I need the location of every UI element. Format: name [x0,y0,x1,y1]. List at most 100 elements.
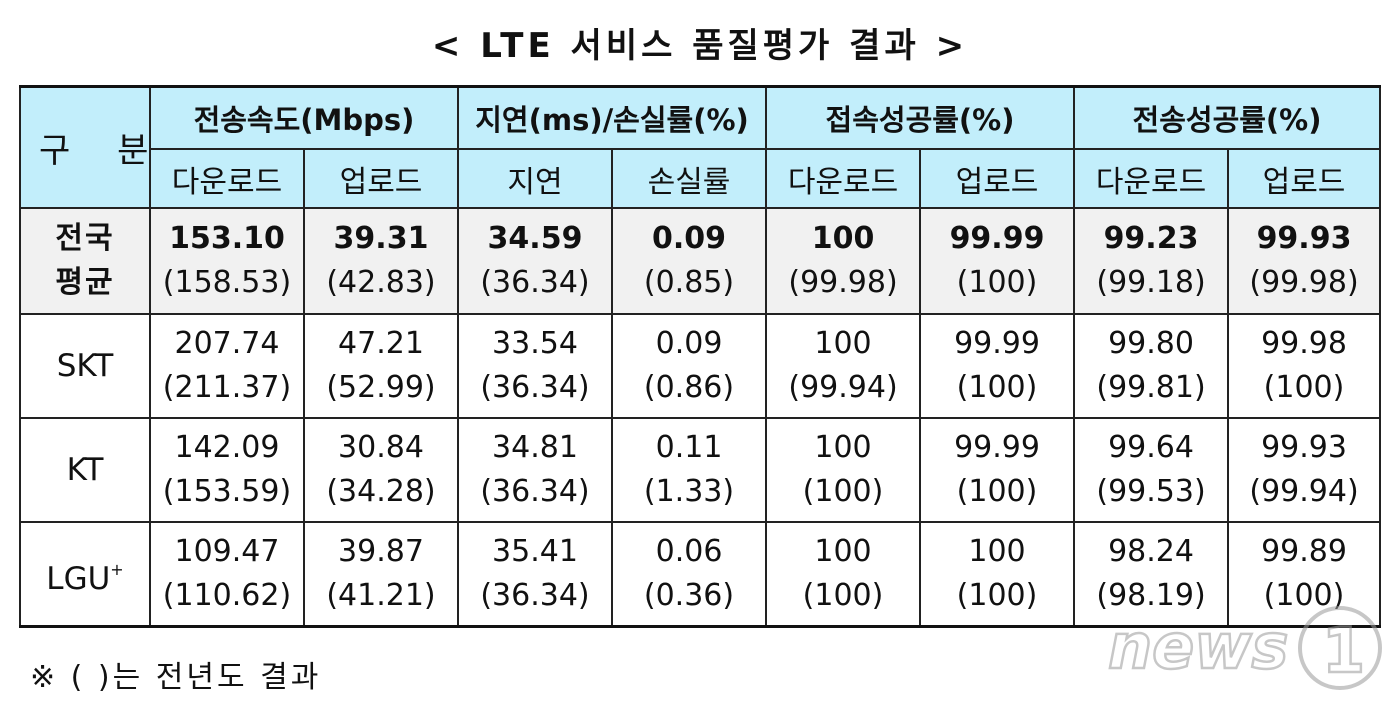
current-value: 100 [811,221,875,256]
data-cell: 99.89 (100) [1227,521,1382,628]
data-cell: 33.54 (36.34) [457,313,613,419]
header-sub: 다운로드 [1073,148,1230,209]
current-value: 100 [968,534,1026,569]
current-value: 30.84 [338,430,424,465]
header-sub: 다운로드 [149,148,305,209]
table-row: SKT 207.74 (211.37) 47.21 (52.99) 33.54 (36… [19,313,1382,419]
header-group-latency: 지연(ms)/손실률(%) [456,85,768,150]
previous-value: (42.83) [326,265,436,300]
data-cell: 34.81 (36.34) [457,417,613,523]
current-value: 100 [814,534,872,569]
current-value: 142.09 [174,430,280,465]
header-group-connect: 접속성공률(%) [765,85,1076,150]
data-cell: 35.41 (36.34) [457,521,613,628]
previous-value: (158.53) [162,265,292,300]
data-cell: 34.59 (36.34) [457,207,613,315]
previous-value: (100) [956,265,1038,300]
data-cell: 0.09 (0.85) [610,207,768,315]
previous-value: (100) [956,578,1038,613]
previous-value: (41.21) [326,578,436,613]
current-value: 34.81 [492,430,578,465]
row-label-superscript: + [110,559,124,579]
data-cell: 39.31 (42.83) [303,207,459,315]
row-label: 전국 평균 [19,207,151,315]
row-label-line: 평균 [55,265,115,300]
row-label: KT [19,417,151,523]
previous-value: (100) [956,474,1038,509]
previous-value: (99.81) [1096,370,1206,405]
data-cell: 100 (99.94) [765,313,922,419]
data-cell: 98.24 (98.19) [1073,521,1230,628]
current-value: 0.06 [655,534,723,569]
current-value: 109.47 [174,534,280,569]
current-value: 99.93 [1256,221,1352,256]
current-value: 0.09 [655,326,723,361]
data-cell: 47.21 (52.99) [303,313,459,419]
current-value: 99.80 [1108,326,1194,361]
previous-value: (110.62) [162,578,292,613]
data-cell: 207.74 (211.37) [149,313,305,419]
data-cell: 100 (100) [765,417,922,523]
svg-text:news: news [1108,610,1288,683]
news1-logo-icon: news 1 [1107,606,1382,690]
current-value: 99.89 [1261,534,1347,569]
data-cell: 0.11 (1.33) [610,417,768,523]
data-cell: 0.06 (0.36) [610,521,768,628]
header-sub: 지연 [457,148,613,209]
row-label-line: 전국 [55,221,115,256]
current-value: 0.11 [655,430,723,465]
current-value: 99.99 [954,326,1040,361]
header-sub: 업로드 [919,148,1076,209]
previous-value: (99.98) [788,265,898,300]
header-sub: 업로드 [303,148,459,209]
data-cell: 99.93 (99.98) [1227,207,1382,315]
current-value: 99.99 [949,221,1045,256]
data-cell: 99.23 (99.18) [1073,207,1230,315]
table-row: 전국 평균 153.10 (158.53) 39.31 (42.83) 34.59 (… [19,207,1382,315]
data-cell: 99.98 (100) [1227,313,1382,419]
data-cell: 142.09 (153.59) [149,417,305,523]
header-sub: 업로드 [1227,148,1382,209]
previous-value: (100) [802,474,884,509]
current-value: 39.31 [333,221,429,256]
current-value: 100 [814,430,872,465]
previous-value: (0.86) [643,370,735,405]
header-group-transfer: 전송성공률(%) [1073,85,1382,150]
header-group-speed: 전송속도(Mbps) [149,85,459,150]
current-value: 99.93 [1261,430,1347,465]
current-value: 99.23 [1103,221,1199,256]
data-cell: 99.99 (100) [919,417,1076,523]
table-row: KT 142.09 (153.59) 30.84 (34.28) 34.81 (36.… [19,417,1382,523]
previous-value: (100) [1263,370,1345,405]
data-cell: 109.47 (110.62) [149,521,305,628]
previous-value: (98.19) [1096,578,1206,613]
current-value: 99.64 [1108,430,1194,465]
previous-value: (34.28) [326,474,436,509]
current-value: 100 [814,326,872,361]
previous-value: (99.98) [1249,265,1359,300]
previous-value: (36.34) [480,370,590,405]
previous-value: (100) [802,578,884,613]
previous-value: (153.59) [162,474,292,509]
data-cell: 99.80 (99.81) [1073,313,1230,419]
previous-value: (36.34) [480,265,590,300]
row-label: SKT [19,313,151,419]
previous-value: (52.99) [326,370,436,405]
data-cell: 39.87 (41.21) [303,521,459,628]
row-label-text: LGU [46,560,111,597]
previous-value: (211.37) [162,370,292,405]
current-value: 34.59 [487,221,583,256]
previous-value: (0.36) [643,578,735,613]
data-cell: 30.84 (34.28) [303,417,459,523]
table-row: LGU+ 109.47 (110.62) 39.87 (41.21) 35.41 (3… [19,521,1382,628]
previous-value: (99.94) [1249,474,1359,509]
previous-value: (36.34) [480,474,590,509]
data-cell: 99.64 (99.53) [1073,417,1230,523]
data-cell: 100 (100) [765,521,922,628]
svg-text:1: 1 [1322,614,1365,687]
header-sub: 다운로드 [765,148,922,209]
footnote: ※ ( )는 전년도 결과 [30,660,322,695]
header-gubun: 구 분 [19,85,151,209]
page-title: < LTE 서비스 품질평가 결과 > [431,26,969,66]
data-cell: 153.10 (158.53) [149,207,305,315]
